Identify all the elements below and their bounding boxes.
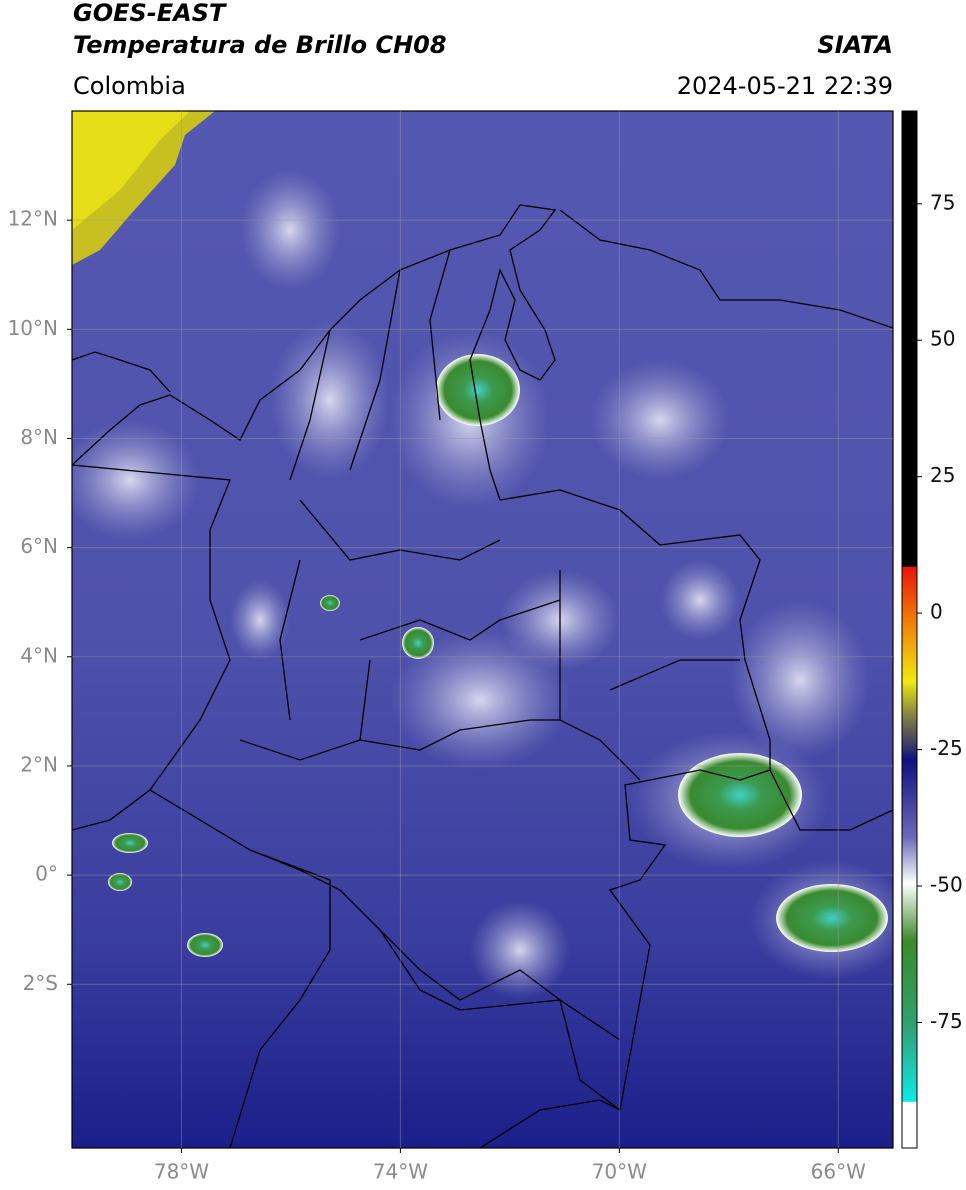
y-tick-label: 6°N <box>20 534 58 558</box>
y-tick-label: 0° <box>35 862 58 886</box>
y-tick-label: 8°N <box>20 425 58 449</box>
timestamp: 2024-05-21 22:39 <box>677 72 893 100</box>
region-label: Colombia <box>73 72 186 100</box>
colorbar-tick-label: -75 <box>930 1009 963 1033</box>
satellite-title: GOES-EAST <box>73 0 227 27</box>
x-tick-label: 78°W <box>154 1160 209 1184</box>
colorbar-tick-label: 75 <box>930 190 955 214</box>
x-tick-label: 74°W <box>373 1160 428 1184</box>
colorbar-tick-label: 0 <box>930 600 943 624</box>
colorbar-tick-label: -50 <box>930 873 963 897</box>
map-frame <box>71 110 894 1149</box>
y-tick-label: 10°N <box>8 316 58 340</box>
product-title: Temperatura de Brillo CH08 <box>73 31 447 59</box>
colorbar <box>901 110 918 1149</box>
y-tick-label: 2°N <box>20 752 58 776</box>
satellite-image <box>72 111 893 1148</box>
x-tick-label: 66°W <box>811 1160 866 1184</box>
y-tick-label: 12°N <box>8 207 58 231</box>
colorbar-tick-label: -25 <box>930 736 963 760</box>
x-tick-label: 70°W <box>592 1160 647 1184</box>
colorbar-tick-label: 25 <box>930 463 955 487</box>
source-label: SIATA <box>817 31 893 59</box>
y-tick-label: 4°N <box>20 643 58 667</box>
colorbar-tick-label: 50 <box>930 327 955 351</box>
y-tick-label: 2°S <box>23 971 58 995</box>
